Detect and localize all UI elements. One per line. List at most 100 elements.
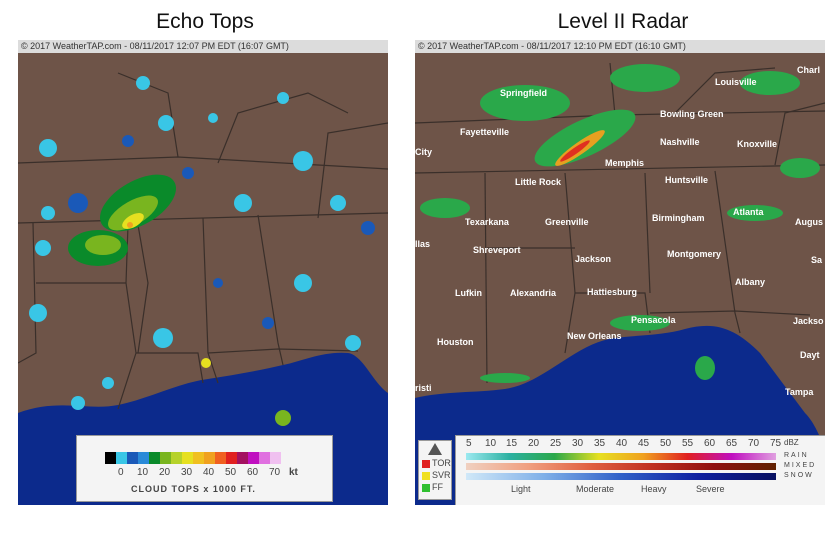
scale-label: 20 xyxy=(159,467,171,478)
dbz-unit: dBZ xyxy=(784,438,799,447)
city-label: Nashville xyxy=(660,137,700,147)
echo-tops-map-panel: © 2017 WeatherTAP.com - 08/11/2017 12:07… xyxy=(18,40,388,505)
dbz-label: 40 xyxy=(616,438,628,449)
legend-swatch xyxy=(248,452,259,464)
legend-swatch xyxy=(259,452,270,464)
radar-header: © 2017 WeatherTAP.com - 08/11/2017 12:10… xyxy=(415,40,825,53)
city-label: Bowling Green xyxy=(660,109,724,119)
city-label: Lufkin xyxy=(455,288,482,298)
city-label: Tampa xyxy=(785,387,814,397)
intensity-label: Moderate xyxy=(576,484,615,494)
legend-swatch xyxy=(270,452,281,464)
city-label: Dayt xyxy=(800,350,820,360)
city-label: Little Rock xyxy=(515,177,562,187)
legend-swatch xyxy=(182,452,193,464)
radar-legend: 5 10 15 20 25 30 35 40 45 50 55 60 65 70… xyxy=(455,435,825,505)
snow-bar xyxy=(466,473,776,480)
dbz-label: 20 xyxy=(528,438,540,449)
intensity-label: Severe xyxy=(696,484,725,494)
legend-swatch xyxy=(226,452,237,464)
scale-label: 10 xyxy=(137,467,149,478)
dbz-label: 70 xyxy=(748,438,760,449)
city-label: risti xyxy=(415,383,432,393)
rain-bar xyxy=(466,453,776,460)
city-label: Hattiesburg xyxy=(587,287,637,297)
city-label: Birmingham xyxy=(652,213,705,223)
scale-label: 70 xyxy=(269,467,281,478)
echo-tops-header: © 2017 WeatherTAP.com - 08/11/2017 12:07… xyxy=(18,40,388,53)
echo-tops-legend: 0 10 20 30 40 50 60 70 kt CLOUD TOPS x 1… xyxy=(76,435,333,502)
rain-label: RAIN xyxy=(784,452,809,459)
legend-swatch xyxy=(127,452,138,464)
legend-swatch xyxy=(171,452,182,464)
state-borders xyxy=(415,62,825,384)
legend-swatch xyxy=(204,452,215,464)
city-label: Knoxville xyxy=(737,139,777,149)
scale-label: 0 xyxy=(118,467,124,478)
city-label: Pensacola xyxy=(631,315,677,325)
mixed-bar xyxy=(466,463,776,470)
dbz-label: 50 xyxy=(660,438,672,449)
legend-swatch xyxy=(237,452,248,464)
warning-triangle-icon xyxy=(428,443,442,455)
warning-key: TOR SVR FF xyxy=(418,440,452,500)
city-label: Louisville xyxy=(715,77,757,87)
scale-label: 30 xyxy=(181,467,193,478)
city-label: Huntsville xyxy=(665,175,708,185)
city-label: Augus xyxy=(795,217,823,227)
scale-label: 50 xyxy=(225,467,237,478)
legend-swatch xyxy=(138,452,149,464)
state-borders xyxy=(18,72,388,410)
left-title: Echo Tops xyxy=(156,10,254,33)
dbz-label: 5 xyxy=(466,438,472,449)
city-label: Alexandria xyxy=(510,288,557,298)
city-label: City xyxy=(415,147,432,157)
svr-label: SVR xyxy=(432,470,451,480)
intensity-label: Heavy xyxy=(641,484,667,494)
city-label: Albany xyxy=(735,277,765,287)
dbz-label: 10 xyxy=(485,438,497,449)
legend-swatch xyxy=(193,452,204,464)
city-label: Sa xyxy=(811,255,823,265)
snow-label: SNOW xyxy=(784,472,814,479)
legend-swatch xyxy=(149,452,160,464)
right-title: Level II Radar xyxy=(557,10,689,33)
dbz-label: 55 xyxy=(682,438,694,449)
dbz-label: 65 xyxy=(726,438,738,449)
echo-returns-light xyxy=(29,76,375,410)
city-label: New Orleans xyxy=(567,331,622,341)
dbz-label: 45 xyxy=(638,438,650,449)
dbz-label: 35 xyxy=(594,438,606,449)
intensity-label: Light xyxy=(511,484,531,494)
city-label: llas xyxy=(415,239,430,249)
dbz-label: 60 xyxy=(704,438,716,449)
legend-swatch xyxy=(105,452,116,464)
radar-echoes xyxy=(420,64,820,383)
svr-swatch xyxy=(422,472,430,480)
legend-swatch xyxy=(160,452,171,464)
radar-map-panel: © 2017 WeatherTAP.com - 08/11/2017 12:10… xyxy=(415,40,825,505)
city-label: Memphis xyxy=(605,158,644,168)
city-label: Greenville xyxy=(545,217,589,227)
scale-label: 60 xyxy=(247,467,259,478)
legend-swatch xyxy=(116,452,127,464)
dbz-label: 30 xyxy=(572,438,584,449)
city-label: Montgomery xyxy=(667,249,721,259)
tor-label: TOR xyxy=(432,458,451,468)
city-label: Atlanta xyxy=(733,207,764,217)
city-label: Jackson xyxy=(575,254,611,264)
dbz-label: 75 xyxy=(770,438,782,449)
dbz-label: 15 xyxy=(506,438,518,449)
ff-swatch xyxy=(422,484,430,492)
legend-caption: CLOUD TOPS x 1000 FT. xyxy=(131,484,256,494)
city-labels: Springfield Louisville Charl Bowling Gre… xyxy=(415,65,824,397)
city-label: Charl xyxy=(797,65,820,75)
city-label: Springfield xyxy=(500,88,547,98)
scale-unit: kt xyxy=(289,467,298,478)
dbz-label: 25 xyxy=(550,438,562,449)
tor-swatch xyxy=(422,460,430,468)
city-label: Shreveport xyxy=(473,245,521,255)
legend-swatch xyxy=(215,452,226,464)
dbz-labels: 5 10 15 20 25 30 35 40 45 50 55 60 65 70… xyxy=(466,438,799,450)
city-label: Texarkana xyxy=(465,217,510,227)
